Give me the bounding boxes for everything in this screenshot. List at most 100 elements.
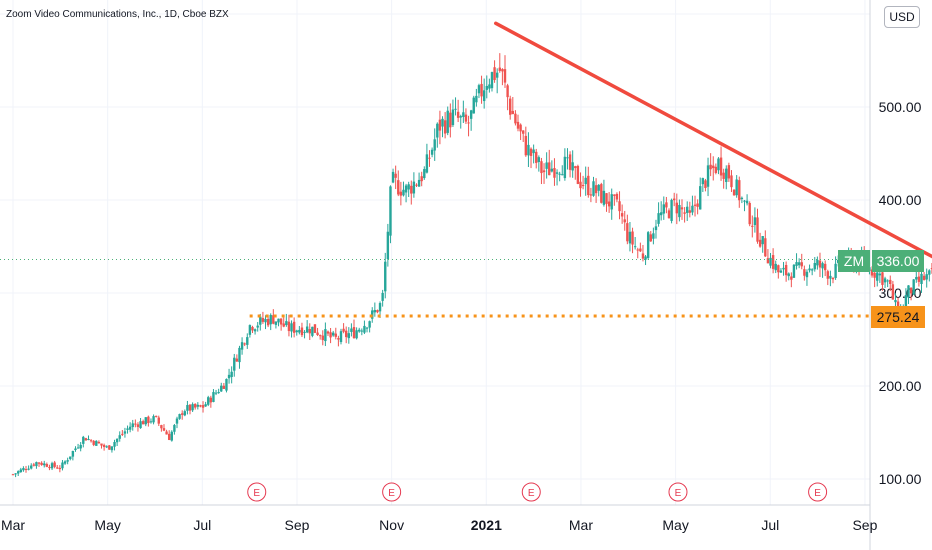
candle-body: [568, 154, 572, 170]
candle: [464, 108, 468, 125]
candle: [225, 378, 228, 393]
candle-body: [438, 119, 442, 131]
candle-body: [181, 413, 184, 415]
candle-body: [188, 404, 192, 411]
candle: [214, 389, 218, 396]
candle-body: [11, 474, 15, 476]
candle: [600, 182, 603, 204]
candle: [495, 68, 499, 94]
candle: [678, 199, 681, 222]
candles: [11, 53, 932, 478]
candle: [605, 193, 608, 212]
candle-body: [154, 415, 158, 417]
candle: [334, 327, 337, 340]
candle-body: [766, 258, 770, 264]
candle-body: [876, 272, 879, 281]
candle-body: [66, 460, 69, 462]
chart-title: Zoom Video Communications, Inc., 1D, Cbo…: [6, 9, 229, 20]
candle-body: [441, 118, 444, 127]
candle-body: [230, 371, 233, 377]
candle-body: [631, 231, 634, 245]
candle: [316, 327, 319, 336]
candle: [456, 99, 460, 123]
candle-body: [136, 424, 140, 427]
earnings-marker: E: [521, 482, 541, 502]
candle-body: [649, 234, 652, 242]
candle-body: [477, 85, 481, 94]
candle: [337, 335, 340, 347]
candle: [438, 110, 442, 145]
candle-body: [735, 179, 738, 196]
candle-body: [574, 166, 577, 169]
candle-body: [108, 445, 111, 450]
candle: [404, 183, 408, 203]
candle: [253, 328, 257, 335]
candle: [626, 214, 629, 245]
candle: [290, 320, 293, 338]
candle-body: [74, 448, 77, 451]
candle-body: [331, 332, 335, 336]
candle-body: [56, 467, 59, 469]
candle-body: [196, 404, 200, 407]
candle-body: [540, 161, 543, 174]
earnings-circle: [521, 482, 541, 502]
candle-body: [644, 256, 647, 260]
candle-body: [14, 473, 17, 475]
candle-body: [761, 236, 764, 245]
candle-body: [587, 175, 590, 196]
candle: [324, 322, 327, 347]
candle-body: [527, 144, 530, 156]
candle-body: [412, 181, 416, 194]
candle: [37, 462, 41, 467]
candle-body: [454, 108, 457, 110]
candle: [883, 276, 887, 288]
candle-body: [436, 123, 439, 138]
candle: [19, 467, 23, 473]
candle: [732, 189, 736, 196]
candle: [730, 170, 733, 192]
candle-body: [417, 179, 421, 187]
candle: [298, 325, 301, 335]
candle-body: [295, 330, 298, 333]
candle: [451, 99, 455, 127]
candle: [477, 83, 481, 99]
candle: [170, 430, 173, 442]
candle-body: [613, 194, 616, 196]
candle-body: [89, 440, 93, 442]
candle: [131, 419, 134, 431]
candle-body: [339, 331, 343, 343]
candle-body: [337, 338, 340, 340]
x-tick-label: Sep: [285, 517, 310, 533]
candle-body: [329, 332, 332, 338]
last-price-badge: 336.00: [872, 250, 924, 272]
candle: [610, 188, 613, 220]
candle: [607, 192, 611, 213]
candle-body: [639, 248, 642, 252]
candle-body: [415, 184, 418, 186]
currency-button[interactable]: USD: [884, 6, 920, 28]
candle: [368, 320, 371, 333]
candle: [139, 418, 142, 429]
candle: [529, 147, 533, 169]
candle-body: [803, 269, 806, 276]
x-tick-label: 2021: [471, 517, 502, 533]
candle: [402, 181, 405, 197]
candle-body: [152, 416, 155, 423]
candle-body: [878, 273, 882, 276]
candle-body: [688, 210, 692, 213]
candle: [183, 409, 187, 417]
candle: [743, 200, 746, 212]
candle-body: [693, 204, 697, 206]
candle: [493, 60, 496, 83]
candle: [331, 330, 335, 337]
candle-body: [95, 440, 98, 446]
candle: [792, 263, 796, 278]
candle-body: [347, 333, 351, 339]
candle-body: [425, 154, 429, 173]
candle: [829, 270, 832, 287]
candle-body: [891, 284, 895, 300]
candle: [602, 179, 606, 207]
candle: [186, 400, 189, 415]
candle-body: [810, 269, 814, 271]
